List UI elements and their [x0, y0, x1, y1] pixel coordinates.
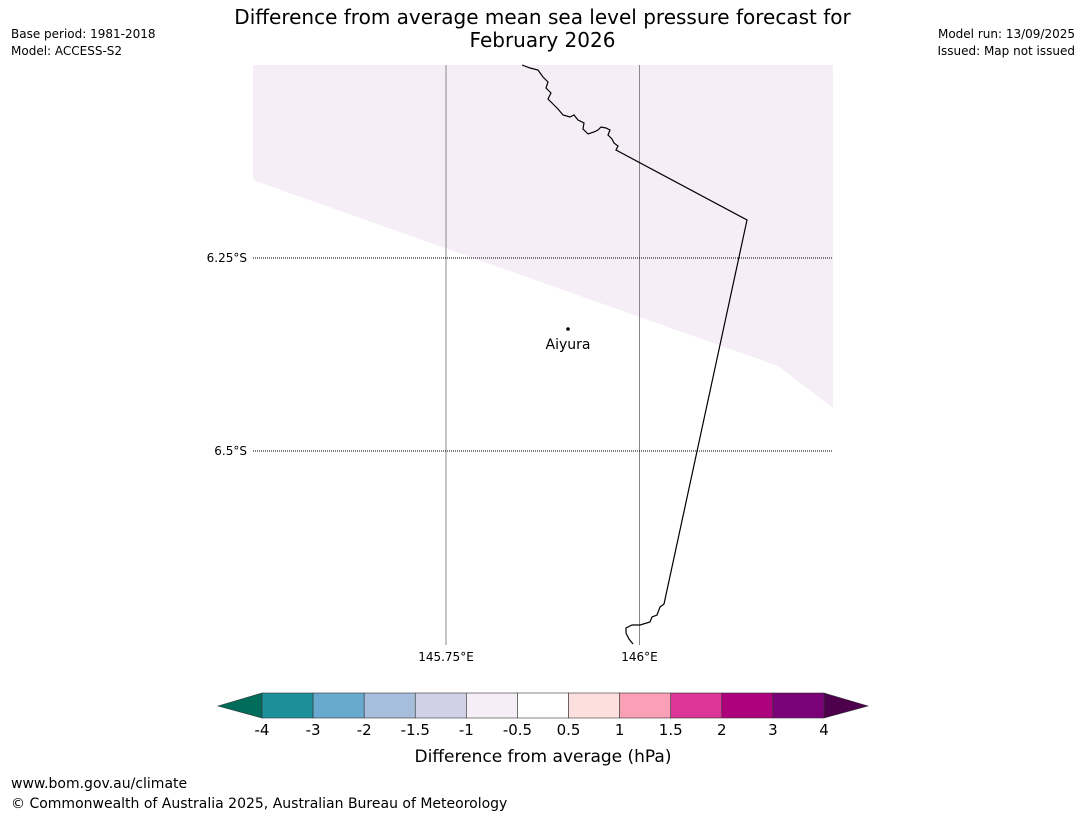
colorbar-box: [414, 692, 467, 719]
colorbar-label: Difference from average (hPa): [415, 747, 672, 767]
colorbar-box: [312, 692, 365, 719]
aiyura-label: Aiyura: [546, 337, 591, 353]
colorbar-box: [670, 692, 723, 719]
issued-text: Issued: Map not issued: [937, 44, 1075, 58]
title-line-2: February 2026: [469, 28, 616, 52]
base-period-text: Base period: 1981-2018: [11, 27, 156, 41]
colorbar-box: [619, 692, 672, 719]
footer-url: www.bom.gov.au/climate: [11, 776, 188, 792]
colorbar-box: [568, 692, 620, 719]
coastline-border: [521, 64, 748, 645]
colorbar-tick-label: -2: [357, 721, 372, 739]
colorbar-tick-label: 3: [768, 721, 778, 739]
colorbar-tick-label: -4: [255, 721, 270, 739]
title-line-1: Difference from average mean sea level p…: [234, 5, 851, 29]
colorbar-tick-label: -0.5: [503, 721, 532, 739]
lon-label-145-75: 145.75°E: [418, 650, 474, 664]
map-title: Difference from average mean sea level p…: [0, 6, 1085, 52]
aiyura-marker: [566, 327, 570, 331]
colorbar-tick-label: 1: [615, 721, 625, 739]
lon-label-146: 146°E: [621, 650, 658, 664]
footer-copyright: © Commonwealth of Australia 2025, Austra…: [11, 796, 508, 812]
colorbar-tick-label: 4: [819, 721, 829, 739]
meta-left: Base period: 1981-2018 Model: ACCESS-S2: [11, 26, 156, 60]
colorbar-box: [261, 692, 314, 719]
colorbar-under-arrow: [216, 692, 263, 719]
model-text: Model: ACCESS-S2: [11, 44, 123, 58]
forecast-shaded-region: [253, 65, 833, 408]
model-run-text: Model run: 13/09/2025: [937, 27, 1075, 41]
lat-label-6-25: 6.25°S: [207, 251, 247, 265]
meta-right: Model run: 13/09/2025 Issued: Map not is…: [937, 26, 1075, 60]
colorbar-box: [363, 692, 416, 719]
colorbar-tick-label: 0.5: [557, 721, 581, 739]
colorbar-tick-label: -1: [459, 721, 474, 739]
colorbar-box: [721, 692, 774, 719]
colorbar-tick-label: 1.5: [659, 721, 683, 739]
lat-label-6-5: 6.5°S: [214, 444, 247, 458]
colorbar-tick-label: -3: [306, 721, 321, 739]
colorbar: -4 -3 -2 -1.5 -1 -0.5 0.5 1 1.5 2 3 4: [216, 692, 870, 739]
colorbar-tick-label: 2: [717, 721, 727, 739]
colorbar-over-arrow: [823, 692, 870, 719]
colorbar-tick-label: -1.5: [401, 721, 430, 739]
colorbar-box: [517, 692, 569, 719]
footer: www.bom.gov.au/climate © Commonwealth of…: [11, 774, 507, 814]
colorbar-box: [772, 692, 825, 719]
colorbar-box: [466, 692, 518, 719]
